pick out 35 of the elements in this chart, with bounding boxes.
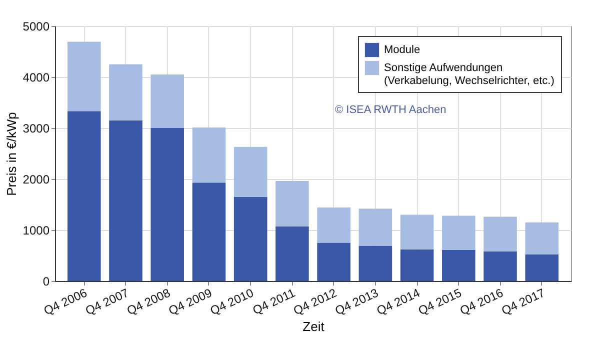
legend-label: Module [384,44,420,56]
y-axis-title: Preis in €/kWp [4,112,19,196]
bar [276,226,309,281]
bar [67,111,101,281]
bar [484,216,517,252]
bar [442,250,476,281]
legend-label: Sonstige Aufwendungen (Verkabelung, Wechselrichter, etc.) [384,62,554,87]
bar [400,249,434,281]
bar [192,127,226,183]
y-tick-label: 1000 [22,224,50,238]
bar [150,74,184,128]
bar [234,196,268,281]
bar [109,64,142,120]
y-tick-label: 3000 [22,122,50,136]
bar [525,254,559,281]
bar [150,128,184,281]
bar [317,208,350,243]
bar [67,42,101,112]
bar [276,181,309,226]
y-tick-label: 5000 [22,20,50,34]
bar [525,222,559,254]
bar [400,214,434,250]
bar [442,216,476,250]
bar [317,242,350,281]
annotation: © ISEA RWTH Aachen [335,104,446,116]
y-tick-label: 2000 [22,172,50,186]
bar [358,246,392,281]
bar [109,120,142,281]
x-axis-title: Zeit [302,318,325,334]
bar [484,251,517,281]
bar [192,182,226,281]
y-tick-label: 4000 [22,70,50,84]
bar [234,146,268,197]
y-tick-label: 0 [42,274,50,288]
bar [358,208,392,246]
